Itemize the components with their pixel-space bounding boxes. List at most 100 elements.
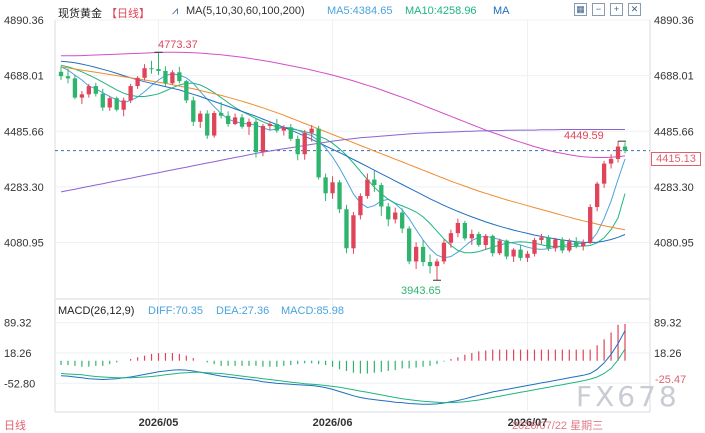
candle-body bbox=[400, 212, 405, 229]
candle-body bbox=[574, 241, 579, 247]
candle-body bbox=[344, 209, 349, 249]
price-tick-right: 4283.30 bbox=[654, 182, 694, 194]
candle-body bbox=[476, 233, 481, 245]
candle-body bbox=[504, 240, 509, 257]
candle-body bbox=[483, 235, 488, 245]
indicator-icon[interactable]: ⩘ bbox=[172, 5, 179, 17]
candle-body bbox=[406, 228, 412, 262]
candle-body bbox=[546, 237, 551, 249]
month-tick: 2026/07 bbox=[508, 417, 548, 429]
candle-body bbox=[497, 240, 502, 254]
candle-body bbox=[330, 182, 335, 194]
grid bbox=[54, 19, 651, 413]
candle-body bbox=[93, 86, 98, 94]
plus-icon[interactable]: + bbox=[610, 3, 623, 16]
ma10-value: MA10:4258.96 bbox=[405, 5, 477, 17]
period-label: 日线 bbox=[4, 420, 26, 432]
macd-tick-left: 89.32 bbox=[4, 318, 32, 330]
macd-dea-line bbox=[60, 348, 626, 404]
candle-body bbox=[323, 177, 328, 194]
candle-body bbox=[142, 68, 147, 78]
candle-body bbox=[114, 98, 119, 110]
macd-dea: DEA:27.36 bbox=[216, 305, 270, 317]
candle-body bbox=[588, 207, 593, 243]
candle-body bbox=[393, 212, 398, 220]
candle-body bbox=[86, 86, 92, 95]
candle-body bbox=[295, 138, 300, 155]
grid-icon[interactable]: ▦ bbox=[574, 3, 587, 16]
axis-labels: 4890.36 4890.36 4688.01 4688.01 4485.66 4485.… bbox=[4, 15, 694, 429]
candle-body bbox=[156, 69, 161, 71]
candle-body bbox=[351, 215, 356, 249]
price-tick-right: 4890.36 bbox=[654, 15, 694, 27]
candle-body bbox=[386, 206, 391, 220]
macd-tick-left: 18.26 bbox=[4, 348, 32, 360]
candle-body bbox=[525, 253, 530, 258]
candle-body bbox=[135, 77, 140, 87]
candle-body bbox=[274, 124, 280, 131]
candlesticks bbox=[58, 51, 628, 281]
candle-body bbox=[462, 222, 468, 239]
candle-body bbox=[560, 239, 565, 251]
candle-body bbox=[246, 121, 252, 127]
candle-body bbox=[121, 100, 126, 110]
candle-body bbox=[427, 262, 433, 267]
candle-body bbox=[490, 235, 495, 254]
candle-body bbox=[170, 72, 175, 84]
price-tick-left: 4485.66 bbox=[4, 126, 44, 138]
month-tick: 2026/05 bbox=[139, 417, 179, 429]
candle-body bbox=[218, 113, 224, 116]
symbol-title: 现货黄金 bbox=[58, 8, 102, 20]
candle-body bbox=[316, 128, 321, 178]
macd-tick-left: -52.80 bbox=[4, 378, 35, 390]
candle-body bbox=[288, 127, 293, 139]
candle-body bbox=[441, 242, 447, 262]
candle-body bbox=[379, 185, 384, 207]
watermark-logo: FX678 bbox=[576, 380, 680, 413]
candle-body bbox=[253, 121, 259, 153]
period-selector[interactable]: 【日线】 bbox=[106, 8, 150, 20]
minus-icon[interactable]: − bbox=[592, 3, 605, 16]
moving-averages bbox=[60, 51, 626, 259]
candle-body bbox=[79, 94, 85, 98]
price-tick-left: 4283.30 bbox=[4, 182, 44, 194]
candle-body bbox=[448, 233, 454, 243]
candle-body bbox=[511, 249, 516, 257]
candle-body bbox=[337, 182, 342, 210]
macd-params[interactable]: MACD(26,12,9) bbox=[58, 305, 135, 317]
current-date: 2026/07/22 星期三 bbox=[512, 420, 604, 432]
candle-body bbox=[212, 113, 217, 136]
candle-body bbox=[532, 240, 537, 254]
price-tick-left: 4890.36 bbox=[4, 15, 44, 27]
candle-body bbox=[518, 249, 523, 258]
candle-body bbox=[365, 179, 370, 197]
candle-body bbox=[302, 132, 307, 155]
candle-body bbox=[72, 78, 78, 98]
candle-body bbox=[232, 117, 238, 125]
ma-line-ma100 bbox=[60, 66, 626, 231]
macd-tick-right: 18.26 bbox=[654, 348, 682, 360]
candle-body bbox=[372, 179, 377, 186]
candle-body bbox=[358, 196, 363, 216]
candle-body bbox=[455, 222, 461, 234]
candle-body bbox=[581, 242, 586, 247]
candle-body bbox=[413, 246, 419, 262]
candle-body bbox=[434, 261, 440, 267]
ma5-value: MA5:4384.65 bbox=[327, 5, 393, 17]
month-tick: 2026/06 bbox=[313, 417, 353, 429]
close-icon[interactable]: ✕ bbox=[628, 3, 641, 16]
candle-body bbox=[225, 115, 231, 125]
candle-body bbox=[622, 146, 628, 151]
macd-diff: DIFF:70.35 bbox=[148, 305, 204, 317]
ma-params[interactable]: MA(5,10,30,60,100,200) bbox=[186, 5, 305, 17]
ma-line-ma30 bbox=[60, 60, 626, 244]
macd-panel bbox=[60, 323, 626, 405]
candle-body bbox=[615, 146, 621, 159]
candle-body bbox=[149, 68, 154, 70]
ma-more[interactable]: MA bbox=[493, 5, 510, 17]
candle-body bbox=[420, 246, 426, 263]
candle-body bbox=[309, 128, 314, 133]
price-tick-right: 4080.95 bbox=[654, 238, 694, 250]
candle-body bbox=[107, 98, 112, 108]
candle-body bbox=[567, 241, 572, 251]
